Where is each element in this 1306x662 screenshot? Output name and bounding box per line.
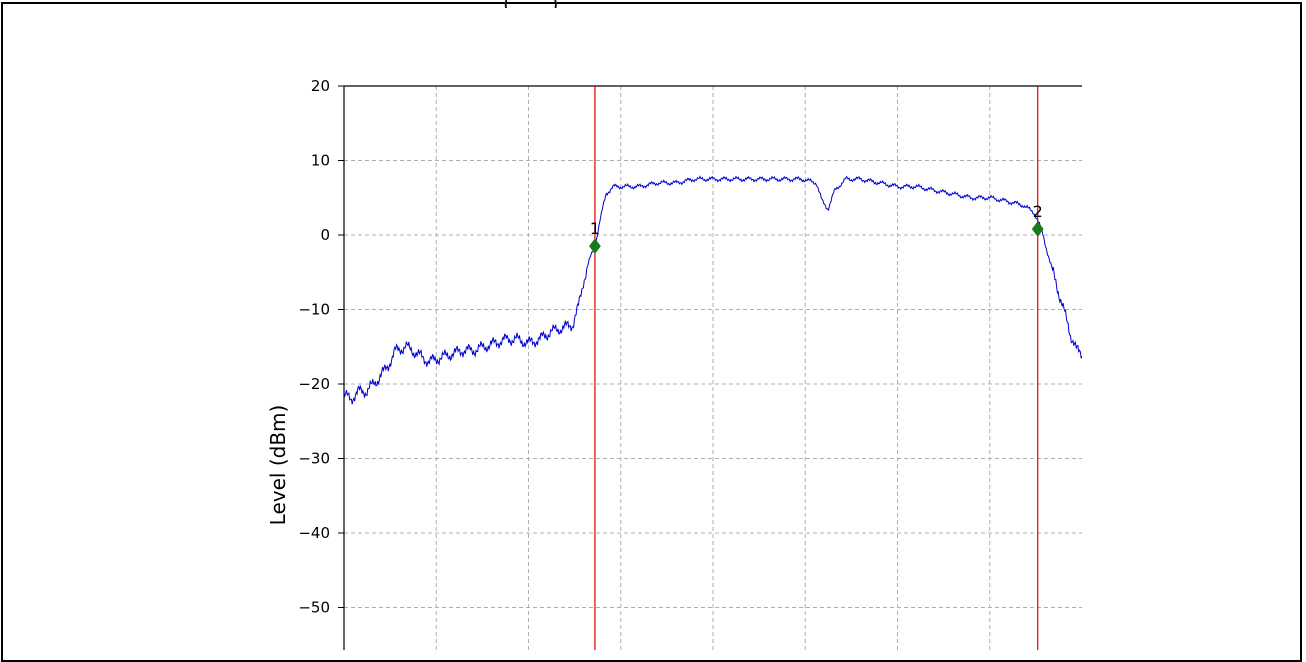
y-tick-labels: 20 10 0 −10 −20 −30 −40 −50 xyxy=(298,77,344,617)
y-tick-label: 10 xyxy=(311,152,330,170)
chart-title-fragment: (____)____________________ xyxy=(503,0,843,8)
y-tick-label: −40 xyxy=(298,524,330,542)
y-tick-label: 20 xyxy=(311,77,330,95)
marker-1-label: 1 xyxy=(590,219,600,238)
y-tick-label: 0 xyxy=(320,226,330,244)
axes xyxy=(343,85,1082,650)
marker-2-diamond xyxy=(1031,221,1044,237)
y-tick-label: −30 xyxy=(298,450,330,468)
y-tick-label: −10 xyxy=(298,301,330,319)
markers-layer: 12 xyxy=(589,86,1044,650)
spectrum-trace xyxy=(344,175,1082,405)
y-tick-label: −50 xyxy=(298,599,330,617)
y-tick-label: −20 xyxy=(298,375,330,393)
grid-lines xyxy=(344,86,1082,650)
y-axis-label: Level (dBm) xyxy=(266,405,290,526)
marker-2-label: 2 xyxy=(1033,202,1043,221)
marker-1-diamond xyxy=(589,238,601,255)
trace-layer xyxy=(344,175,1082,405)
